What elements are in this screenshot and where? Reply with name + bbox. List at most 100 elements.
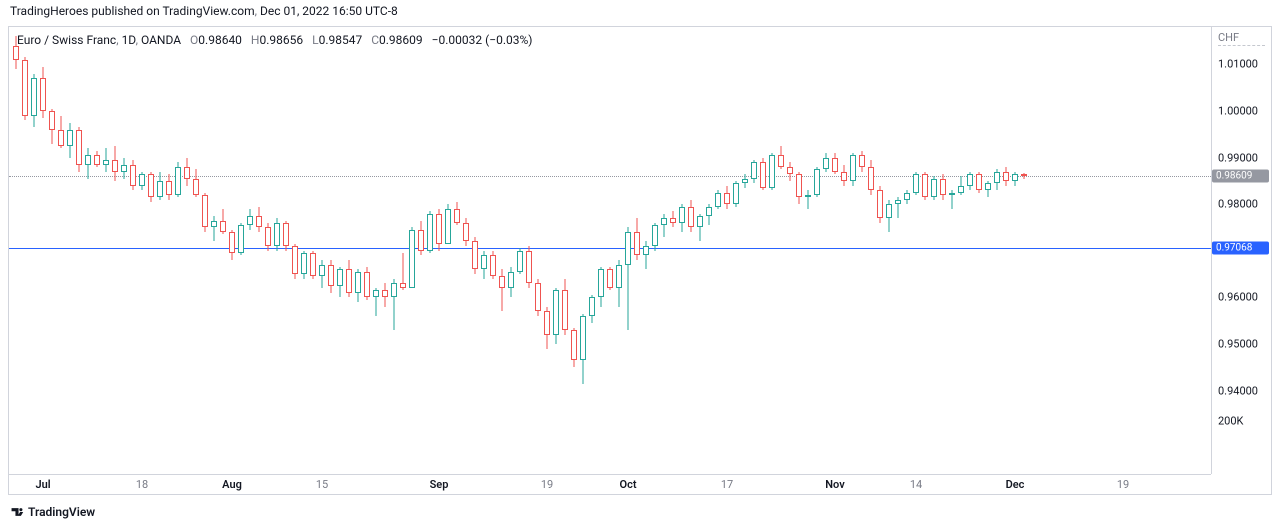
candle[interactable] (715, 27, 721, 414)
candle[interactable] (301, 27, 307, 414)
candle[interactable] (364, 27, 370, 414)
candle[interactable] (913, 27, 919, 414)
candle[interactable] (157, 27, 163, 414)
candle[interactable] (211, 27, 217, 414)
candle[interactable] (778, 27, 784, 414)
candle[interactable] (427, 27, 433, 414)
candle[interactable] (814, 27, 820, 414)
candle[interactable] (544, 27, 550, 414)
candle[interactable] (895, 27, 901, 414)
candle[interactable] (229, 27, 235, 414)
candle[interactable] (139, 27, 145, 414)
candle[interactable] (121, 27, 127, 414)
candle[interactable] (607, 27, 613, 414)
candle[interactable] (1012, 27, 1018, 414)
candle[interactable] (805, 27, 811, 414)
candle[interactable] (58, 27, 64, 414)
candle[interactable] (184, 27, 190, 414)
candle[interactable] (850, 27, 856, 414)
candle[interactable] (265, 27, 271, 414)
candle[interactable] (769, 27, 775, 414)
candle[interactable] (76, 27, 82, 414)
candle[interactable] (733, 27, 739, 414)
candle[interactable] (553, 27, 559, 414)
candle[interactable] (517, 27, 523, 414)
candle[interactable] (202, 27, 208, 414)
candle[interactable] (13, 27, 19, 414)
candle[interactable] (40, 27, 46, 414)
price-pane[interactable] (9, 27, 1211, 414)
candle[interactable] (292, 27, 298, 414)
candle[interactable] (85, 27, 91, 414)
candle[interactable] (670, 27, 676, 414)
candle[interactable] (688, 27, 694, 414)
candle[interactable] (931, 27, 937, 414)
candle[interactable] (634, 27, 640, 414)
candle[interactable] (256, 27, 262, 414)
candle[interactable] (499, 27, 505, 414)
candle[interactable] (445, 27, 451, 414)
candle[interactable] (751, 27, 757, 414)
candle[interactable] (355, 27, 361, 414)
candle[interactable] (463, 27, 469, 414)
candle[interactable] (652, 27, 658, 414)
candle[interactable] (886, 27, 892, 414)
candle[interactable] (247, 27, 253, 414)
candle[interactable] (1021, 27, 1027, 414)
candle[interactable] (841, 27, 847, 414)
candle[interactable] (346, 27, 352, 414)
candle[interactable] (724, 27, 730, 414)
candle[interactable] (868, 27, 874, 414)
candle[interactable] (1003, 27, 1009, 414)
candle[interactable] (526, 27, 532, 414)
candle[interactable] (328, 27, 334, 414)
candle[interactable] (940, 27, 946, 414)
candle[interactable] (697, 27, 703, 414)
candle[interactable] (148, 27, 154, 414)
candle[interactable] (922, 27, 928, 414)
candle[interactable] (976, 27, 982, 414)
candle[interactable] (22, 27, 28, 414)
candle[interactable] (643, 27, 649, 414)
candle[interactable] (400, 27, 406, 414)
candle[interactable] (616, 27, 622, 414)
candle[interactable] (823, 27, 829, 414)
candle[interactable] (994, 27, 1000, 414)
candle[interactable] (787, 27, 793, 414)
candle[interactable] (319, 27, 325, 414)
candle[interactable] (283, 27, 289, 414)
candle[interactable] (409, 27, 415, 414)
candle[interactable] (130, 27, 136, 414)
candle[interactable] (391, 27, 397, 414)
candle[interactable] (985, 27, 991, 414)
candle[interactable] (67, 27, 73, 414)
candle[interactable] (49, 27, 55, 414)
chart-frame[interactable]: Euro / Swiss Franc, 1D, OANDA O0.98640 H… (8, 26, 1272, 495)
candle[interactable] (112, 27, 118, 414)
candle[interactable] (742, 27, 748, 414)
candle[interactable] (373, 27, 379, 414)
candle[interactable] (580, 27, 586, 414)
candle[interactable] (238, 27, 244, 414)
candle[interactable] (337, 27, 343, 414)
candle[interactable] (859, 27, 865, 414)
candle[interactable] (706, 27, 712, 414)
candle[interactable] (220, 27, 226, 414)
candle[interactable] (832, 27, 838, 414)
candle[interactable] (571, 27, 577, 414)
candle[interactable] (490, 27, 496, 414)
volume-pane[interactable] (9, 416, 1211, 474)
candle[interactable] (598, 27, 604, 414)
candle[interactable] (904, 27, 910, 414)
candle[interactable] (382, 27, 388, 414)
candle[interactable] (193, 27, 199, 414)
candle[interactable] (481, 27, 487, 414)
candle[interactable] (877, 27, 883, 414)
candle[interactable] (508, 27, 514, 414)
candle[interactable] (31, 27, 37, 414)
candle[interactable] (625, 27, 631, 414)
candle[interactable] (535, 27, 541, 414)
candle[interactable] (661, 27, 667, 414)
candle[interactable] (274, 27, 280, 414)
candle[interactable] (679, 27, 685, 414)
